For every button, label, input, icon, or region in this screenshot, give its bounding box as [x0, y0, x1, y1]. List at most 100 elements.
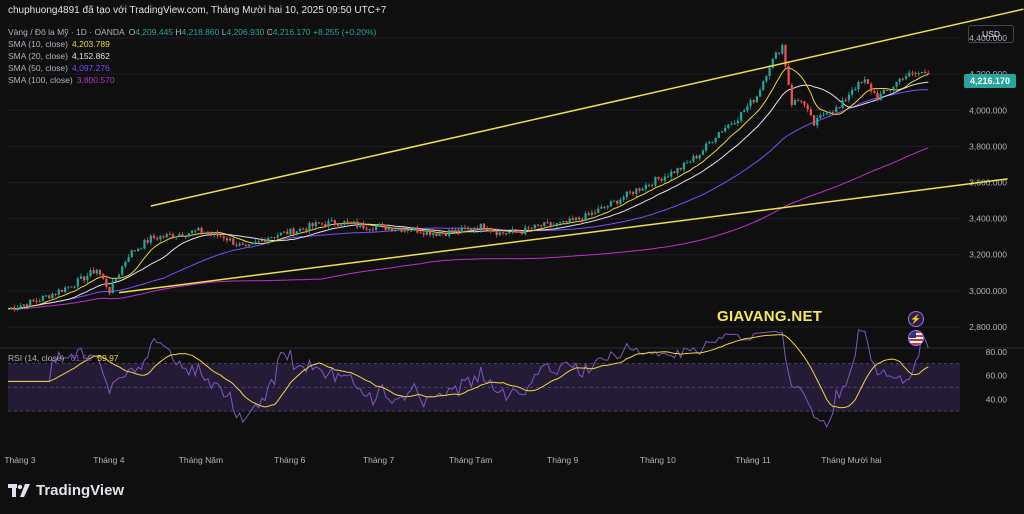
candle: [781, 45, 784, 54]
time-tick-label: Tháng 10: [640, 455, 676, 465]
candle: [911, 72, 914, 74]
candle: [543, 222, 546, 227]
candle: [279, 232, 283, 236]
candle: [419, 232, 422, 234]
candle: [812, 115, 816, 126]
candle: [311, 223, 314, 227]
candle: [517, 231, 521, 233]
candle: [879, 93, 882, 101]
candle: [397, 228, 400, 230]
candle: [432, 233, 435, 236]
candle: [787, 66, 790, 85]
candle: [708, 142, 711, 144]
candle: [330, 220, 333, 222]
candle: [816, 117, 819, 126]
candle: [428, 230, 432, 236]
candle: [489, 230, 492, 232]
candle: [165, 234, 168, 238]
candle: [657, 177, 660, 179]
candle: [644, 184, 647, 189]
candle: [898, 78, 901, 82]
candle: [565, 221, 568, 223]
candle: [362, 222, 365, 229]
candle: [876, 92, 879, 101]
candle: [695, 156, 698, 159]
candle: [847, 94, 851, 101]
candle: [136, 248, 140, 252]
time-tick-label: Tháng Tám: [449, 455, 492, 465]
candle: [235, 244, 238, 246]
candle: [336, 224, 340, 226]
sma20-legend[interactable]: SMA (20, close) 4,152.862: [8, 51, 110, 61]
candle: [422, 232, 425, 235]
candle: [451, 230, 454, 233]
candle: [327, 221, 330, 227]
candle: [83, 276, 86, 281]
candle: [282, 231, 286, 233]
candle: [641, 188, 644, 191]
candle: [571, 218, 574, 220]
sma100-legend[interactable]: SMA (100, close) 3,800.570: [8, 75, 115, 85]
candle: [343, 221, 346, 225]
candle: [540, 225, 543, 227]
candle: [238, 243, 241, 246]
candle: [514, 229, 517, 232]
candle: [10, 307, 13, 309]
candle: [403, 229, 406, 232]
tradingview-logo[interactable]: TradingView: [8, 482, 124, 499]
candle: [628, 191, 632, 193]
candle: [270, 237, 273, 239]
candle: [609, 201, 613, 207]
candle: [38, 300, 41, 302]
candle: [292, 228, 295, 235]
candle: [692, 156, 695, 162]
candle: [663, 176, 666, 181]
candle: [762, 81, 765, 91]
candle: [206, 233, 210, 235]
candle: [159, 236, 162, 240]
candle: [143, 240, 146, 249]
sma50-legend[interactable]: SMA (50, close) 4,097.276: [8, 63, 110, 73]
candle: [670, 171, 673, 177]
candle: [590, 212, 594, 215]
candle: [390, 227, 394, 232]
rsi-legend[interactable]: RSI (14, close) 61.56 59.97: [8, 353, 119, 363]
candle: [251, 243, 254, 245]
rsi-line: [8, 328, 929, 429]
candle: [546, 222, 549, 224]
candle: [48, 295, 51, 299]
candle: [181, 234, 184, 237]
price-tick-label: 4,400.000: [969, 33, 1007, 43]
candle: [225, 238, 229, 241]
candle: [600, 206, 603, 209]
candle: [476, 228, 479, 231]
time-tick-label: Tháng 6: [274, 455, 305, 465]
candle: [736, 120, 739, 124]
candle: [190, 230, 194, 234]
candle: [289, 228, 292, 235]
candle: [114, 279, 118, 282]
candle: [803, 101, 806, 105]
sma10-legend[interactable]: SMA (10, close) 4,203.789: [8, 39, 110, 49]
candle: [904, 76, 908, 79]
candle: [882, 89, 885, 94]
candle: [308, 223, 311, 231]
candle: [527, 227, 530, 229]
candle: [416, 227, 419, 233]
trendlines[interactable]: [118, 8, 1024, 294]
candle: [470, 228, 473, 231]
candle: [574, 217, 578, 220]
candle: [632, 192, 635, 195]
time-tick-label: Tháng 9: [547, 455, 578, 465]
candle: [16, 308, 19, 310]
us-flag-icon[interactable]: [908, 330, 924, 346]
candle: [923, 71, 927, 73]
candle: [505, 233, 508, 235]
lightning-icon[interactable]: ⚡: [908, 311, 924, 327]
candle: [498, 232, 501, 236]
candle: [806, 104, 809, 110]
candle: [482, 223, 486, 229]
currency-selector[interactable]: USD: [968, 25, 1014, 43]
candle: [57, 289, 60, 295]
